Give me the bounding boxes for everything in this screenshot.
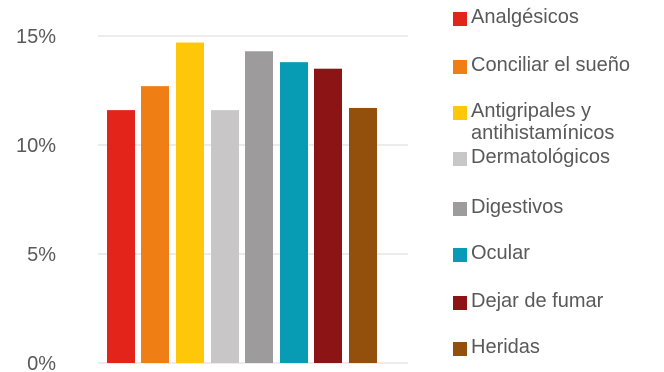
legend-label: Conciliar el sueño: [471, 54, 630, 76]
bar-6: [280, 62, 308, 363]
y-tick-label: 15%: [16, 26, 56, 48]
bar-1: [107, 110, 135, 364]
legend-item: Ocular: [453, 242, 661, 266]
bar-2: [141, 86, 169, 363]
legend-swatch: [453, 342, 467, 356]
legend-swatch: [453, 106, 467, 120]
legend-label: Heridas: [471, 336, 540, 358]
legend-swatch: [453, 152, 467, 166]
legend-swatch: [453, 202, 467, 216]
y-tick-label: 5%: [27, 244, 56, 266]
legend-item: Heridas: [453, 336, 661, 360]
legend-swatch: [453, 248, 467, 262]
bar-7: [314, 68, 342, 363]
y-axis-ticks: 0% 5% 10% 15%: [16, 26, 56, 372]
chart-plot: 0% 5% 10% 15%: [16, 26, 408, 372]
legend-swatch: [453, 12, 467, 26]
legend-item: Analgésicos: [453, 6, 661, 30]
legend: Analgésicos Conciliar el sueño Antigripale…: [453, 0, 664, 372]
legend-label: Digestivos: [471, 196, 564, 218]
legend-label: Dejar de fumar: [471, 290, 604, 312]
y-tick-label: 10%: [16, 135, 56, 157]
legend-item: Antigripales y antihistamínicos: [453, 100, 661, 144]
legend-label: Antigripales y antihistamínicos: [471, 100, 615, 144]
bar-3: [176, 42, 204, 363]
bar-5: [245, 51, 273, 363]
legend-item: Conciliar el sueño: [453, 54, 661, 78]
legend-item: Digestivos: [453, 196, 661, 220]
legend-swatch: [453, 296, 467, 310]
legend-label: Ocular: [471, 242, 530, 264]
bar-4: [211, 110, 239, 364]
legend-label: Dermatológicos: [471, 146, 610, 168]
legend-item: Dermatológicos: [453, 146, 661, 170]
legend-swatch: [453, 60, 467, 74]
y-tick-label: 0%: [27, 353, 56, 372]
bars: [107, 42, 377, 364]
legend-label: Analgésicos: [471, 6, 579, 28]
legend-item: Dejar de fumar: [453, 290, 661, 314]
bar-8: [349, 107, 377, 363]
